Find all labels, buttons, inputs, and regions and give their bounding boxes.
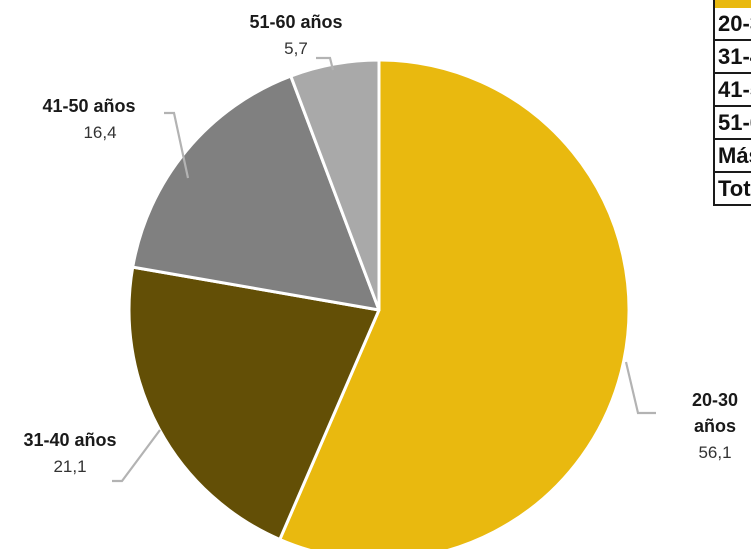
label-20-30: 20-30 años 56,1 (692, 390, 738, 462)
slice-label-20-30-line1: 20-30 (692, 390, 738, 410)
slice-value-31-40: 21,1 (53, 457, 86, 476)
table-body: 20-30 años31-40 años41-50 años51-60 años… (713, 8, 751, 206)
slice-value-51-60: 5,7 (284, 39, 308, 58)
table-row: Total (713, 173, 751, 206)
label-31-40: 31-40 años 21,1 (23, 430, 116, 476)
label-41-50: 41-50 años 16,4 (42, 96, 135, 142)
table-row: 51-60 años (713, 107, 751, 140)
slice-value-41-50: 16,4 (83, 123, 116, 142)
pie-slice-20-30 (278, 58, 631, 549)
pie-slice-41-50 (131, 74, 381, 312)
leader-lines (112, 56, 656, 483)
slice-label-51-60: 51-60 años (249, 12, 342, 32)
slice-label-41-50: 41-50 años (42, 96, 135, 116)
leader-line-51-60 (316, 56, 335, 71)
table-row: 31-40 años (713, 41, 751, 74)
leader-line-41-50 (164, 111, 190, 179)
leader-line-31-40 (112, 429, 161, 483)
slice-label-20-30-line2: años (694, 416, 736, 436)
table-row: Más de 60 años (713, 140, 751, 173)
table-row: 41-50 años (713, 74, 751, 107)
slice-value-20-30: 56,1 (698, 443, 731, 462)
slice-label-31-40: 31-40 años (23, 430, 116, 450)
table-header (713, 0, 751, 8)
label-51-60: 51-60 años 5,7 (249, 12, 342, 58)
data-table-partial: 20-30 años31-40 años41-50 años51-60 años… (713, 0, 751, 206)
pie-slices (127, 58, 631, 549)
pie-slice-51-60 (289, 58, 381, 312)
table-row: 20-30 años (713, 8, 751, 41)
pie-slice-31-40 (127, 265, 381, 541)
leader-line-20-30 (624, 361, 656, 415)
